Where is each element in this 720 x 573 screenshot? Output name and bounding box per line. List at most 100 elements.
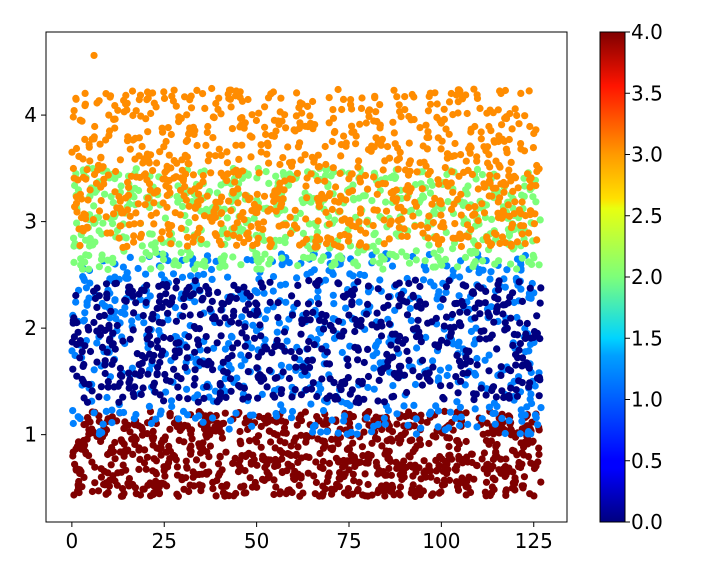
data-point-series-3 xyxy=(392,252,400,261)
data-point-series-2 xyxy=(312,280,320,288)
data-point-series-0 xyxy=(270,490,278,499)
data-point-series-3 xyxy=(70,258,78,266)
data-point-series-4 xyxy=(233,219,241,227)
data-point-series-2 xyxy=(137,390,145,399)
data-point-series-0 xyxy=(246,437,254,445)
data-point-series-0 xyxy=(466,488,475,496)
data-point-series-2 xyxy=(512,386,520,394)
data-point-series-0 xyxy=(394,460,402,468)
data-point-series-1 xyxy=(473,423,481,431)
data-point-series-1 xyxy=(436,303,444,311)
data-point-series-0 xyxy=(161,472,169,480)
data-point-series-1 xyxy=(169,270,178,278)
data-point-series-0 xyxy=(334,458,343,466)
data-point-series-4 xyxy=(514,184,522,192)
data-point-series-4 xyxy=(110,115,118,123)
data-point-series-1 xyxy=(108,406,116,414)
data-point-series-4 xyxy=(369,222,377,230)
data-point-series-3 xyxy=(405,259,414,267)
data-point-series-1 xyxy=(140,319,148,327)
data-point-series-2 xyxy=(161,370,169,379)
data-point-series-1 xyxy=(260,289,268,297)
data-point-series-3 xyxy=(491,260,499,268)
plot-frame xyxy=(45,31,568,523)
data-point-series-0 xyxy=(349,439,357,447)
data-point-series-2 xyxy=(238,329,246,337)
data-point-series-4 xyxy=(212,204,220,212)
data-point-series-2 xyxy=(103,348,111,356)
data-point-series-0 xyxy=(262,416,270,425)
data-point-series-2 xyxy=(157,351,165,359)
data-point-series-0 xyxy=(102,479,110,487)
data-point-series-1 xyxy=(485,351,493,359)
data-point-series-1 xyxy=(249,321,257,329)
data-point-series-3 xyxy=(262,168,270,176)
data-point-series-1 xyxy=(124,274,132,282)
data-point-series-4 xyxy=(147,211,155,220)
data-point-series-0 xyxy=(389,483,397,491)
data-point-series-2 xyxy=(218,299,226,307)
data-point-series-0 xyxy=(492,442,500,450)
data-point-series-0 xyxy=(118,485,127,493)
data-point-series-3 xyxy=(391,174,399,182)
data-point-series-1 xyxy=(537,404,545,412)
data-point-series-1 xyxy=(319,407,328,415)
data-point-series-0 xyxy=(443,434,451,442)
data-point-series-1 xyxy=(432,402,440,410)
data-point-series-4 xyxy=(69,164,77,173)
data-point-series-4 xyxy=(345,175,353,183)
data-point-series-1 xyxy=(380,414,388,422)
data-point-series-4 xyxy=(120,108,128,116)
data-point-series-0 xyxy=(438,455,446,463)
data-point-series-3 xyxy=(159,250,167,258)
data-point-series-1 xyxy=(391,306,399,314)
data-point-series-4 xyxy=(373,206,381,214)
data-point-series-2 xyxy=(476,310,484,318)
data-point-series-2 xyxy=(153,337,161,345)
data-point-series-0 xyxy=(237,483,245,491)
data-point-series-2 xyxy=(373,309,381,317)
data-point-series-4 xyxy=(72,95,80,103)
data-point-series-2 xyxy=(208,297,216,305)
data-point-series-4 xyxy=(76,241,84,250)
data-point-series-0 xyxy=(152,457,160,465)
data-point-series-4 xyxy=(338,216,346,224)
data-point-series-0 xyxy=(519,484,527,492)
data-point-series-2 xyxy=(319,325,328,333)
data-point-series-2 xyxy=(148,314,156,322)
data-point-series-2 xyxy=(499,301,507,309)
data-point-series-2 xyxy=(493,345,501,353)
colorbar-tick-label: 2.0 xyxy=(631,265,663,289)
data-point-series-4 xyxy=(457,190,465,198)
data-point-series-2 xyxy=(172,339,180,347)
data-point-series-0 xyxy=(360,428,368,436)
data-point-series-1 xyxy=(329,315,337,323)
data-point-series-0 xyxy=(511,486,519,494)
data-point-series-2 xyxy=(202,333,210,341)
data-point-series-0 xyxy=(502,455,510,463)
data-point-series-2 xyxy=(131,383,139,391)
data-point-series-4 xyxy=(492,157,500,165)
data-point-series-2 xyxy=(485,312,493,320)
data-point-series-2 xyxy=(135,290,143,298)
data-point-series-4 xyxy=(315,235,324,243)
colorbar: 0.00.51.01.52.02.53.03.54.0 xyxy=(599,20,663,534)
data-point-series-4 xyxy=(73,208,81,216)
data-point-series-2 xyxy=(423,374,431,382)
data-point-series-2 xyxy=(353,396,361,404)
data-point-series-4 xyxy=(480,209,489,217)
data-point-series-4 xyxy=(150,220,158,228)
data-point-series-0 xyxy=(237,440,245,448)
data-point-series-0 xyxy=(293,421,301,429)
data-point-series-4 xyxy=(229,231,238,239)
data-point-series-0 xyxy=(160,436,169,444)
data-point-series-1 xyxy=(174,415,182,423)
data-point-series-2 xyxy=(493,305,501,313)
data-point-series-2 xyxy=(158,319,166,327)
data-point-series-0 xyxy=(189,473,197,481)
data-point-series-1 xyxy=(285,259,293,267)
data-point-series-0 xyxy=(530,464,539,473)
data-point-series-2 xyxy=(499,310,507,318)
data-point-series-0 xyxy=(129,450,137,458)
data-point-series-0 xyxy=(462,437,470,446)
